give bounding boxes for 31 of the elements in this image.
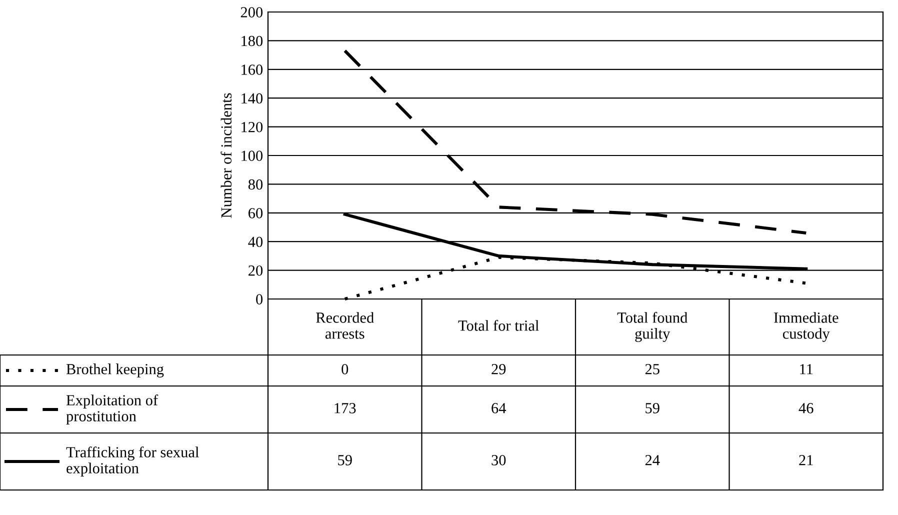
data-label: 21 [799,455,813,466]
y-axis-title: Number of incidents [220,93,232,218]
y-tick-label: 80 [248,179,263,190]
y-tick-label: 60 [248,208,263,218]
legend-label: Brothel keeping [66,364,164,378]
data-label: 64 [492,403,506,414]
data-label: 173 [334,403,356,414]
y-tick-label: 120 [242,122,263,132]
data-label: 24 [645,455,660,466]
x-tick-label: Recorded arrests [316,312,374,339]
legend-label: Exploitation of prostitution [66,394,158,424]
y-tick-label: 100 [242,150,263,161]
y-tick-label: 0 [256,294,263,304]
data-label: 46 [798,403,814,414]
y-tick-label: 20 [248,265,263,276]
data-label: 59 [646,403,660,414]
y-tick-label: 200 [240,7,263,18]
data-label: 25 [645,364,660,374]
data-label: 29 [492,364,506,374]
data-label: 30 [492,455,506,466]
x-tick-label: Immediate custody [774,312,838,342]
data-label: 11 [800,364,813,374]
x-tick-label: Total found guilty [617,312,688,342]
y-tick-label: 140 [242,93,263,104]
data-label: 0 [342,364,348,374]
y-tick-label: 180 [242,36,263,46]
legend-label: Trafficking for sexual exploitation [66,446,199,477]
y-tick-label: 160 [242,64,263,75]
x-tick-label: Total for trial [458,320,539,331]
y-tick-label: 40 [248,236,263,248]
data-label: 59 [338,455,352,466]
